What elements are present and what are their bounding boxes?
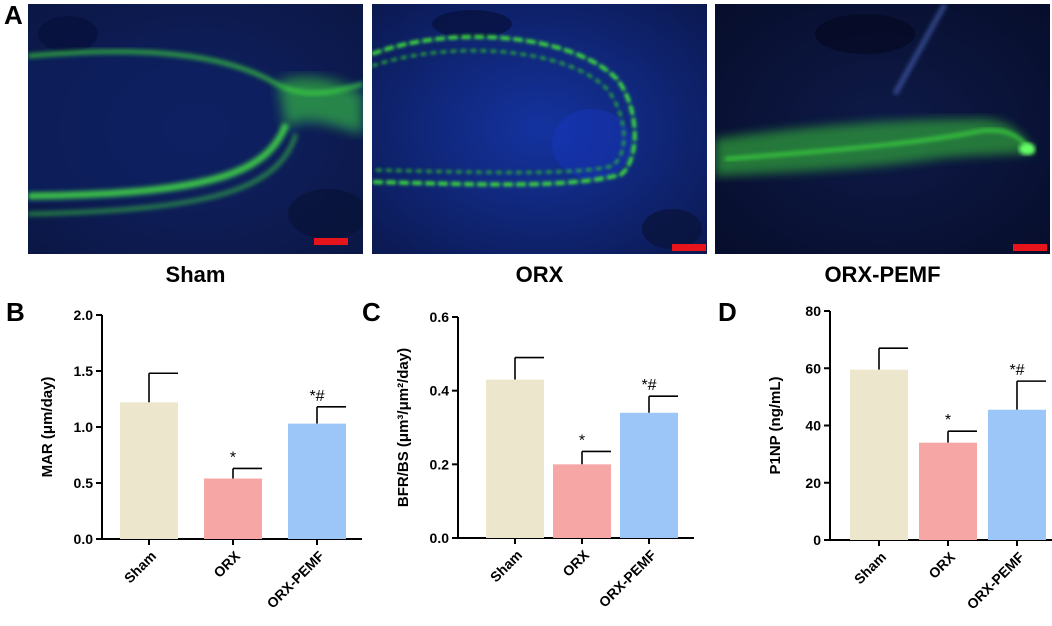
y-tick-label: 0.0	[430, 530, 450, 546]
y-tick-label: 2.0	[74, 307, 94, 323]
x-tick-label: ORX	[210, 547, 243, 580]
x-tick-label: ORX	[925, 548, 958, 581]
panel-letter-d: D	[718, 297, 737, 327]
x-tick-label: ORX-PEMF	[596, 546, 660, 610]
bar-orx-pemf	[288, 423, 346, 539]
bar-orx	[204, 478, 262, 539]
panel-letter-a: A	[4, 0, 23, 30]
y-tick-label: 0.2	[430, 456, 450, 472]
y-tick-label: 20	[805, 475, 821, 491]
significance-mark: *	[945, 412, 951, 429]
micrograph-orx	[372, 4, 707, 254]
chart-p1np: D P1NP (ng/mL) 0 20 40 60 80 Sham * ORX *# ORX-PEMF	[712, 295, 1052, 625]
chart-mar: B MAR (μm/day) 0.0 0.5 1.0 1.5 2.0 Sham * ORX *# OR…	[0, 295, 362, 625]
y-axis-label: BFR/BS (μm³/μm²/day)	[395, 348, 412, 507]
x-tick-label: Sham	[121, 548, 159, 586]
x-tick-label: ORX	[559, 546, 592, 579]
bar-orx	[919, 442, 977, 540]
label-orx: ORX	[515, 262, 564, 287]
micrograph-sham	[28, 4, 363, 254]
y-axis-label: P1NP (ng/mL)	[767, 376, 784, 474]
y-tick-label: 60	[805, 360, 821, 376]
y-axis-label: MAR (μm/day)	[39, 377, 56, 478]
significance-mark: *#	[641, 377, 656, 394]
x-tick-label: ORX-PEMF	[264, 547, 328, 611]
x-tick-label: Sham	[487, 547, 525, 585]
significance-mark: *	[579, 432, 585, 449]
y-tick-label: 0	[813, 532, 821, 548]
panel-letter-b: B	[6, 297, 25, 327]
y-tick-label: 0.4	[430, 383, 450, 399]
micrograph-orx-pemf	[715, 4, 1050, 254]
y-tick-label: 0.5	[74, 475, 94, 491]
y-tick-label: 40	[805, 418, 821, 434]
label-orx-pemf: ORX-PEMF	[824, 262, 941, 287]
label-sham: Sham	[165, 262, 226, 287]
y-tick-label: 0.0	[74, 531, 94, 547]
y-tick-label: 80	[805, 303, 821, 319]
y-tick-label: 0.6	[430, 309, 450, 325]
bar-sham	[486, 379, 544, 538]
bar-orx-pemf	[620, 412, 678, 538]
y-tick-label: 1.5	[74, 363, 94, 379]
bar-orx-pemf	[988, 409, 1046, 540]
bar-sham	[850, 369, 908, 540]
bar-sham	[120, 402, 178, 539]
chart-bfr-bs: C BFR/BS (μm³/μm²/day) 0.0 0.2 0.4 0.6 Sham * OR…	[356, 295, 694, 625]
y-tick-label: 1.0	[74, 419, 94, 435]
bar-orx	[553, 464, 611, 538]
panel-letter-c: C	[362, 297, 381, 327]
x-tick-label: ORX-PEMF	[964, 548, 1028, 612]
significance-mark: *	[230, 449, 236, 466]
x-tick-label: Sham	[851, 549, 889, 587]
significance-mark: *#	[309, 388, 324, 405]
significance-mark: *#	[1009, 362, 1024, 379]
